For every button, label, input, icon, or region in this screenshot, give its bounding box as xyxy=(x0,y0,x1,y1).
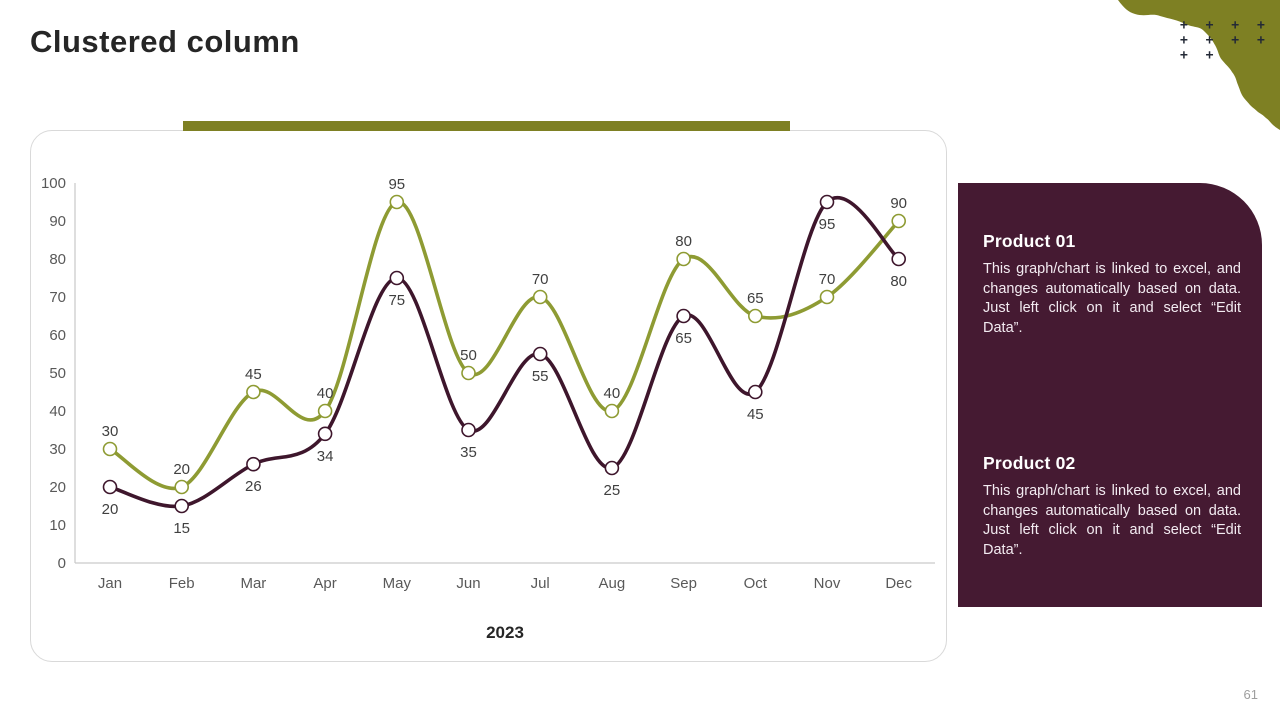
product-02-description: This graph/chart is linked to excel, and… xyxy=(983,483,1241,558)
svg-text:90: 90 xyxy=(49,213,66,230)
series-product-01: 30 20 45 40 95 50 70 40 80 65 70 90 xyxy=(102,176,907,495)
product-01-section: Product 01 This graph/chart is linked to… xyxy=(983,231,1241,338)
data-label: 95 xyxy=(819,216,836,233)
data-point-marker xyxy=(891,213,907,229)
olive-corner-blob-decoration xyxy=(1118,0,1280,130)
series-product-02: 20 15 26 34 75 35 55 25 65 45 95 80 xyxy=(102,194,907,537)
data-label: 45 xyxy=(747,406,764,423)
data-point-marker xyxy=(389,270,405,286)
data-point-marker xyxy=(676,308,691,324)
svg-text:Mar: Mar xyxy=(240,575,266,592)
svg-text:Nov: Nov xyxy=(814,575,841,592)
svg-text:Dec: Dec xyxy=(885,575,912,592)
svg-text:Jun: Jun xyxy=(456,575,480,592)
product-01-heading: Product 01 xyxy=(983,231,1076,251)
svg-text:Jan: Jan xyxy=(98,575,122,592)
data-point-marker xyxy=(102,441,118,457)
data-point-marker xyxy=(246,456,261,472)
chart-axes xyxy=(74,183,935,564)
data-label: 70 xyxy=(819,271,836,288)
svg-text:100: 100 xyxy=(41,175,66,192)
svg-text:80: 80 xyxy=(49,251,66,268)
data-point-marker xyxy=(747,384,763,400)
svg-text:60: 60 xyxy=(49,327,66,344)
svg-text:Oct: Oct xyxy=(744,575,768,592)
data-point-marker xyxy=(317,426,333,442)
data-label: 65 xyxy=(747,290,764,307)
data-label: 80 xyxy=(890,273,907,290)
data-label: 75 xyxy=(388,292,405,309)
data-point-marker xyxy=(604,460,620,476)
svg-text:May: May xyxy=(383,575,412,592)
data-label: 15 xyxy=(173,520,190,537)
series-line-product-02 xyxy=(108,196,901,509)
clustered-column-chart[interactable]: 0 10 20 30 40 50 60 70 80 90 100 Jan Feb Mar Apr May Jun… xyxy=(30,130,945,660)
data-label: 20 xyxy=(102,501,119,518)
data-label: 95 xyxy=(388,176,405,193)
data-point-marker xyxy=(389,194,405,210)
product-02-section: Product 02 This graph/chart is linked to… xyxy=(983,453,1241,560)
data-point-marker xyxy=(604,403,620,419)
svg-text:50: 50 xyxy=(49,365,66,382)
data-point-marker xyxy=(891,251,907,267)
svg-text:0: 0 xyxy=(58,555,66,572)
data-label: 35 xyxy=(460,444,477,461)
svg-text:Jul: Jul xyxy=(531,575,550,592)
data-point-marker xyxy=(102,479,118,495)
svg-text:20: 20 xyxy=(49,479,66,496)
page-number: 61 xyxy=(1243,687,1258,702)
x-axis-title: 2023 xyxy=(486,623,524,642)
data-point-marker xyxy=(532,346,548,362)
data-label: 34 xyxy=(317,448,334,465)
data-label: 40 xyxy=(604,385,621,402)
svg-text:Sep: Sep xyxy=(670,575,697,592)
svg-text:Apr: Apr xyxy=(313,575,336,592)
svg-text:30: 30 xyxy=(49,441,66,458)
chart-card xyxy=(30,130,947,662)
data-label: 30 xyxy=(102,423,119,440)
y-axis-tick-labels: 0 10 20 30 40 50 60 70 80 90 100 xyxy=(41,175,66,572)
data-label: 50 xyxy=(460,347,477,364)
data-point-marker xyxy=(461,422,476,438)
data-point-marker xyxy=(461,365,476,381)
svg-text:Feb: Feb xyxy=(169,575,195,592)
data-point-marker xyxy=(174,498,189,514)
series-line-product-01 xyxy=(108,200,901,491)
data-label: 65 xyxy=(675,330,692,347)
product-01-description: This graph/chart is linked to excel, and… xyxy=(983,261,1241,336)
data-point-marker xyxy=(676,251,691,267)
data-label: 45 xyxy=(245,366,262,383)
svg-text:70: 70 xyxy=(49,289,66,306)
data-point-marker xyxy=(532,289,548,305)
svg-text:40: 40 xyxy=(49,403,66,420)
product-02-heading: Product 02 xyxy=(983,453,1076,473)
data-label: 20 xyxy=(173,461,190,478)
x-axis-category-labels: Jan Feb Mar Apr May Jun Jul Aug Sep Oct Nov Dec xyxy=(98,575,913,592)
olive-accent-bar xyxy=(183,121,790,131)
data-point-marker xyxy=(819,289,835,305)
data-label: 55 xyxy=(532,368,549,385)
data-label: 90 xyxy=(890,195,907,212)
svg-text:Aug: Aug xyxy=(599,575,626,592)
data-point-marker xyxy=(174,479,189,495)
product-info-panel: Product 01 This graph/chart is linked to… xyxy=(958,183,1262,607)
data-point-marker xyxy=(819,194,835,210)
data-point-marker xyxy=(317,403,333,419)
data-point-marker xyxy=(747,308,763,324)
data-label: 40 xyxy=(317,385,334,402)
data-point-marker xyxy=(246,384,261,400)
plus-marks-decoration: + + + + + + + + + + + + xyxy=(1180,18,1265,63)
data-label: 80 xyxy=(675,233,692,250)
page-title: Clustered column xyxy=(30,24,300,59)
svg-text:10: 10 xyxy=(49,517,66,534)
data-label: 26 xyxy=(245,478,262,495)
data-label: 70 xyxy=(532,271,549,288)
data-label: 25 xyxy=(604,482,621,499)
